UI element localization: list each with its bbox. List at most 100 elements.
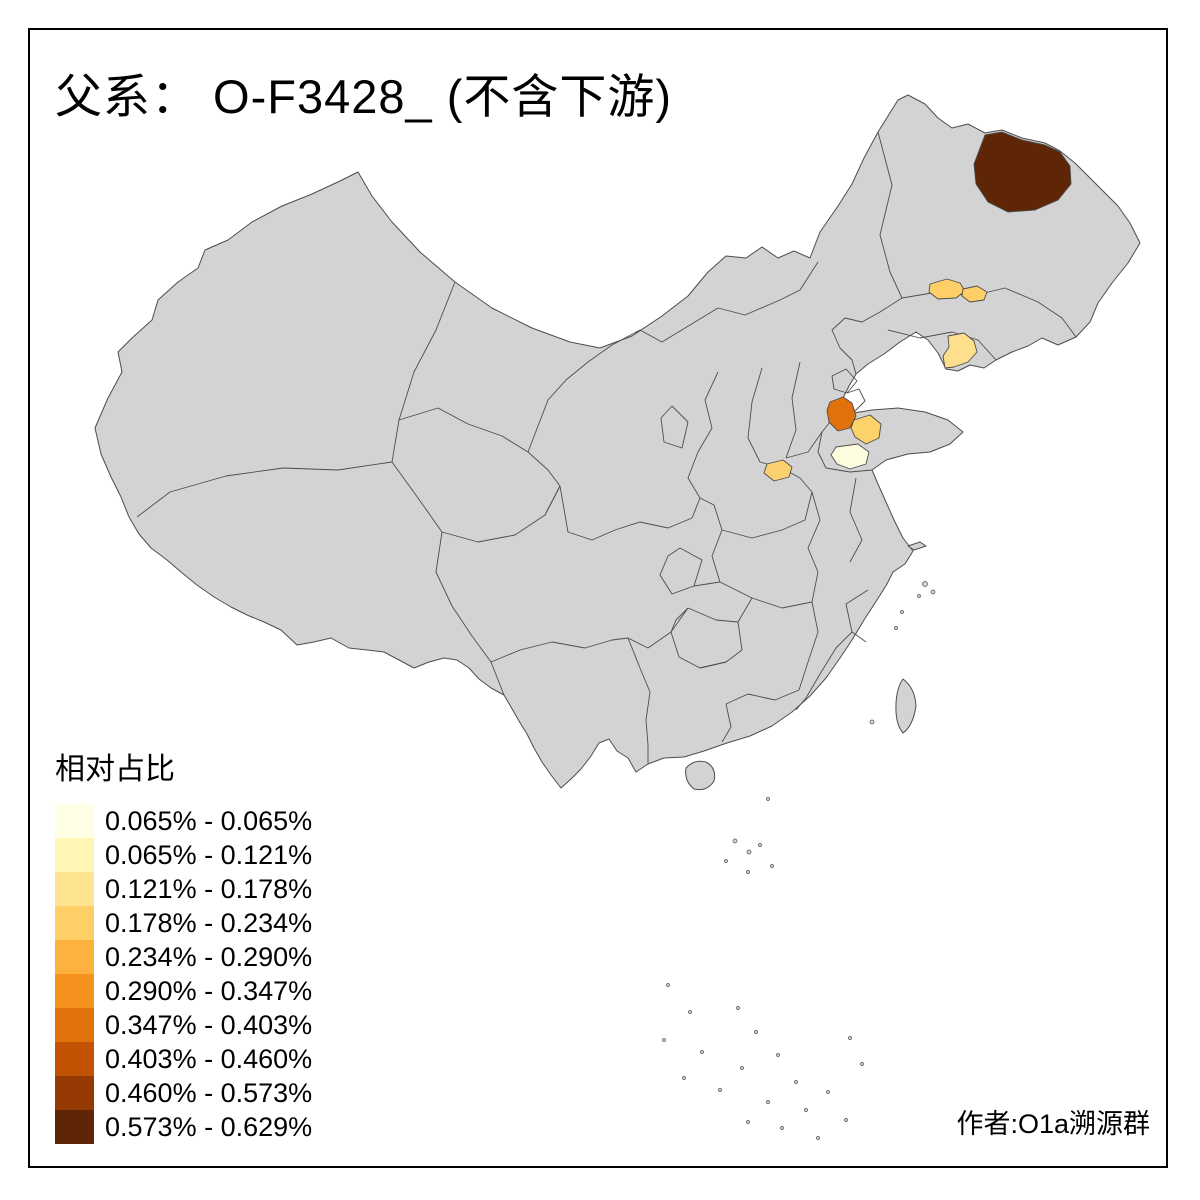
legend-label: 0.234% - 0.290% [105,941,313,972]
province-border-line [831,297,903,375]
islet [700,1050,704,1054]
province-border-line [807,491,821,573]
province-border-line [887,329,997,361]
province-border-line [817,431,873,473]
legend-label: 0.347% - 0.403% [105,1009,313,1040]
province-border-line [849,477,863,563]
legend-swatch [55,1008,94,1042]
author-credit: 作者:O1a溯源群 [956,1109,1150,1139]
legend-item: 0.178% - 0.234% [55,906,312,940]
highlighted-region-jilin-east [961,285,988,303]
legend-label: 0.573% - 0.629% [105,1111,313,1142]
province-border-line [835,589,869,649]
province-border-line [795,647,837,711]
islet [766,797,770,801]
legend-item: 0.460% - 0.573% [55,1076,312,1110]
taiwan-island [895,678,917,734]
legend-swatch [55,804,94,838]
province-border-line [391,281,456,463]
province-border-line [798,601,819,691]
legend-item: 0.065% - 0.065% [55,804,312,838]
islet [736,1006,740,1010]
legend-item: 0.347% - 0.403% [55,1008,312,1042]
province-border-line [670,607,689,633]
province-border-line [785,361,801,459]
province-border-line [659,547,703,595]
islet [758,843,762,847]
islet [776,1053,780,1057]
islet [848,1036,852,1040]
mainland-china [94,94,1141,789]
islet [860,1062,864,1066]
islet [794,1080,798,1084]
legend-title: 相对占比 [55,753,175,786]
highlighted-region-liaoning [942,332,978,369]
islet [754,1030,758,1034]
islet [770,864,774,868]
province-border-line [627,631,672,649]
land-group [94,94,1141,791]
province-border-line [544,485,561,516]
legend-label: 0.121% - 0.178% [105,873,313,904]
province-border-line [693,581,721,587]
islet [780,1126,784,1130]
islet [894,626,898,630]
islet [844,1118,848,1122]
legend-swatch [55,872,94,906]
islet [746,849,752,855]
province-border-line [831,368,858,394]
islet [930,589,936,595]
province-border-line [699,497,723,531]
province-border-line [851,631,867,643]
islet [804,1108,808,1112]
legend-swatch [55,838,94,872]
province-border-line [687,607,739,623]
islet [724,859,728,863]
plot-frame [28,28,1168,1168]
legend-label: 0.403% - 0.460% [105,1043,313,1074]
legend-item: 0.121% - 0.178% [55,872,312,906]
legend-label: 0.065% - 0.121% [105,839,313,870]
province-border-line [711,529,753,599]
islet [732,838,738,844]
islet [682,1076,686,1080]
legend-item: 0.290% - 0.347% [55,974,312,1008]
legend-swatch [55,1110,94,1144]
islet [826,1090,830,1094]
highlighted-regions [763,131,1072,482]
province-border-line [627,637,651,764]
legend-swatch [55,974,94,1008]
province-border-line [527,261,819,453]
highlighted-region-jilin-west [928,278,966,300]
legend: 相对占比 0.065% - 0.065% 0.065% - 0.121% 0.1… [55,744,312,1144]
province-border-line [136,461,393,518]
province-border-line [490,637,629,663]
province-border-line [559,485,693,541]
islet [662,1038,666,1042]
legend-item: 0.403% - 0.460% [55,1042,312,1076]
islet [766,1100,770,1104]
islet [666,983,670,987]
province-border-line [747,367,763,463]
province-borders [136,131,1077,764]
province-border-line [751,571,819,609]
legend-swatch [55,1076,94,1110]
province-border-line [721,491,813,539]
islet [922,581,928,587]
highlighted-region-northeast [973,131,1072,213]
legend-item: 0.065% - 0.121% [55,838,312,872]
islet [746,870,750,874]
islet [900,610,904,614]
legend-swatch [55,1042,94,1076]
islet [688,1010,692,1014]
province-border-line [398,407,561,487]
highlighted-region-henan [763,459,793,482]
chongming-island [907,541,927,551]
islet [740,1066,744,1070]
legend-swatch [55,940,94,974]
legend-swatch [55,906,94,940]
legend-item: 0.573% - 0.629% [55,1110,312,1144]
highlighted-region-shandong-south [830,443,870,470]
province-border-line [660,405,689,449]
